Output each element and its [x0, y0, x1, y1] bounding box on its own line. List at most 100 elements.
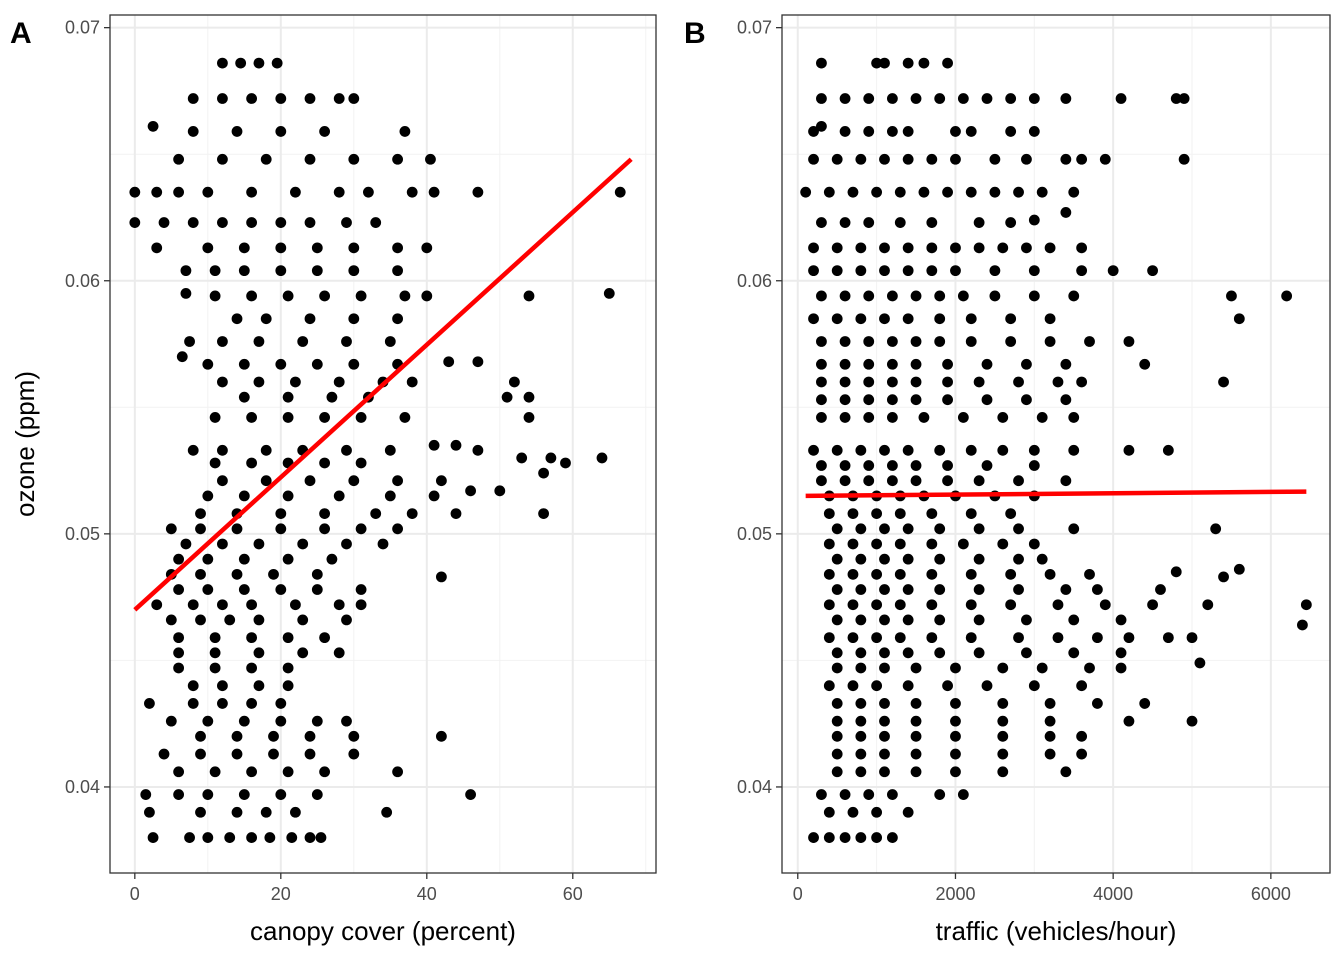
data-point: [392, 265, 403, 277]
data-point: [392, 313, 403, 325]
data-point: [217, 57, 228, 69]
data-point: [879, 444, 890, 456]
data-point: [271, 57, 283, 69]
data-point: [816, 290, 827, 302]
data-point: [863, 217, 875, 228]
data-point: [910, 376, 922, 388]
data-point: [231, 748, 243, 760]
data-point: [326, 391, 338, 403]
data-point: [319, 508, 331, 520]
data-point: [1044, 715, 1056, 727]
data-point: [831, 748, 843, 760]
data-point: [370, 508, 382, 520]
data-point: [997, 444, 1009, 456]
data-point: [816, 376, 827, 388]
data-point: [1005, 217, 1017, 228]
data-point: [392, 242, 403, 254]
data-point: [1036, 412, 1048, 423]
grid: [110, 15, 656, 873]
data-point: [1170, 566, 1182, 578]
data-point: [348, 748, 360, 760]
data-point: [1297, 619, 1308, 631]
data-point: [863, 93, 875, 104]
data-point: [165, 614, 177, 626]
data-point: [187, 599, 199, 611]
data-point: [816, 336, 827, 347]
data-point: [879, 584, 890, 595]
data-point: [253, 376, 265, 388]
data-point: [1068, 647, 1080, 659]
data-point: [275, 789, 287, 800]
data-point: [246, 832, 258, 843]
data-point: [1060, 153, 1072, 165]
data-point: [863, 376, 875, 388]
data-point: [997, 748, 1009, 760]
data-point: [957, 290, 969, 302]
data-point: [246, 457, 258, 469]
data-point: [894, 632, 906, 644]
data-point: [1068, 412, 1080, 423]
data-point: [165, 523, 177, 535]
data-point: [165, 715, 177, 727]
data-point: [173, 153, 185, 165]
data-point: [808, 313, 819, 325]
data-point: [282, 290, 294, 302]
data-point: [871, 568, 883, 580]
data-point: [450, 508, 462, 520]
data-point: [282, 766, 294, 778]
data-point: [950, 662, 961, 674]
data-point: [942, 475, 953, 487]
data-point: [855, 832, 867, 843]
data-point: [863, 394, 875, 406]
data-point: [421, 242, 433, 254]
data-point: [151, 242, 163, 254]
data-point: [886, 475, 898, 487]
data-point: [1155, 584, 1166, 595]
data-point: [333, 599, 345, 611]
data-point: [855, 715, 867, 727]
data-point: [311, 358, 323, 370]
data-point: [472, 356, 484, 368]
data-point: [209, 412, 221, 423]
data-point: [855, 313, 867, 325]
data-point: [1005, 599, 1017, 611]
data-point: [275, 93, 287, 104]
data-point: [209, 647, 221, 659]
data-point: [472, 186, 484, 198]
data-point: [435, 475, 447, 487]
data-point: [910, 460, 922, 471]
data-point: [886, 376, 898, 388]
data-point: [1068, 614, 1080, 626]
data-point: [934, 290, 946, 302]
data-point: [973, 614, 985, 626]
data-point: [253, 647, 265, 659]
data-point: [1052, 599, 1064, 611]
data-point: [950, 242, 961, 254]
data-point: [151, 599, 163, 611]
data-point: [1060, 394, 1072, 406]
data-point: [235, 57, 247, 69]
data-point: [950, 126, 961, 137]
data-point: [839, 290, 851, 302]
data-point: [894, 599, 906, 611]
data-point: [1139, 358, 1151, 370]
data-point: [399, 290, 411, 302]
data-point: [304, 93, 316, 104]
data-point: [839, 217, 851, 228]
data-point: [910, 358, 922, 370]
data-point: [1123, 632, 1135, 644]
data-point: [246, 217, 258, 228]
data-point: [1028, 680, 1040, 692]
data-point: [238, 391, 250, 403]
panel-border: [109, 14, 657, 874]
data-point: [855, 766, 867, 778]
data-point: [839, 336, 851, 347]
points: [800, 57, 1312, 843]
data-point: [1060, 475, 1072, 487]
data-point: [886, 412, 898, 423]
data-point: [1194, 657, 1206, 669]
data-point: [173, 647, 185, 659]
data-point: [808, 265, 819, 277]
data-point: [823, 568, 835, 580]
data-point: [508, 376, 520, 388]
